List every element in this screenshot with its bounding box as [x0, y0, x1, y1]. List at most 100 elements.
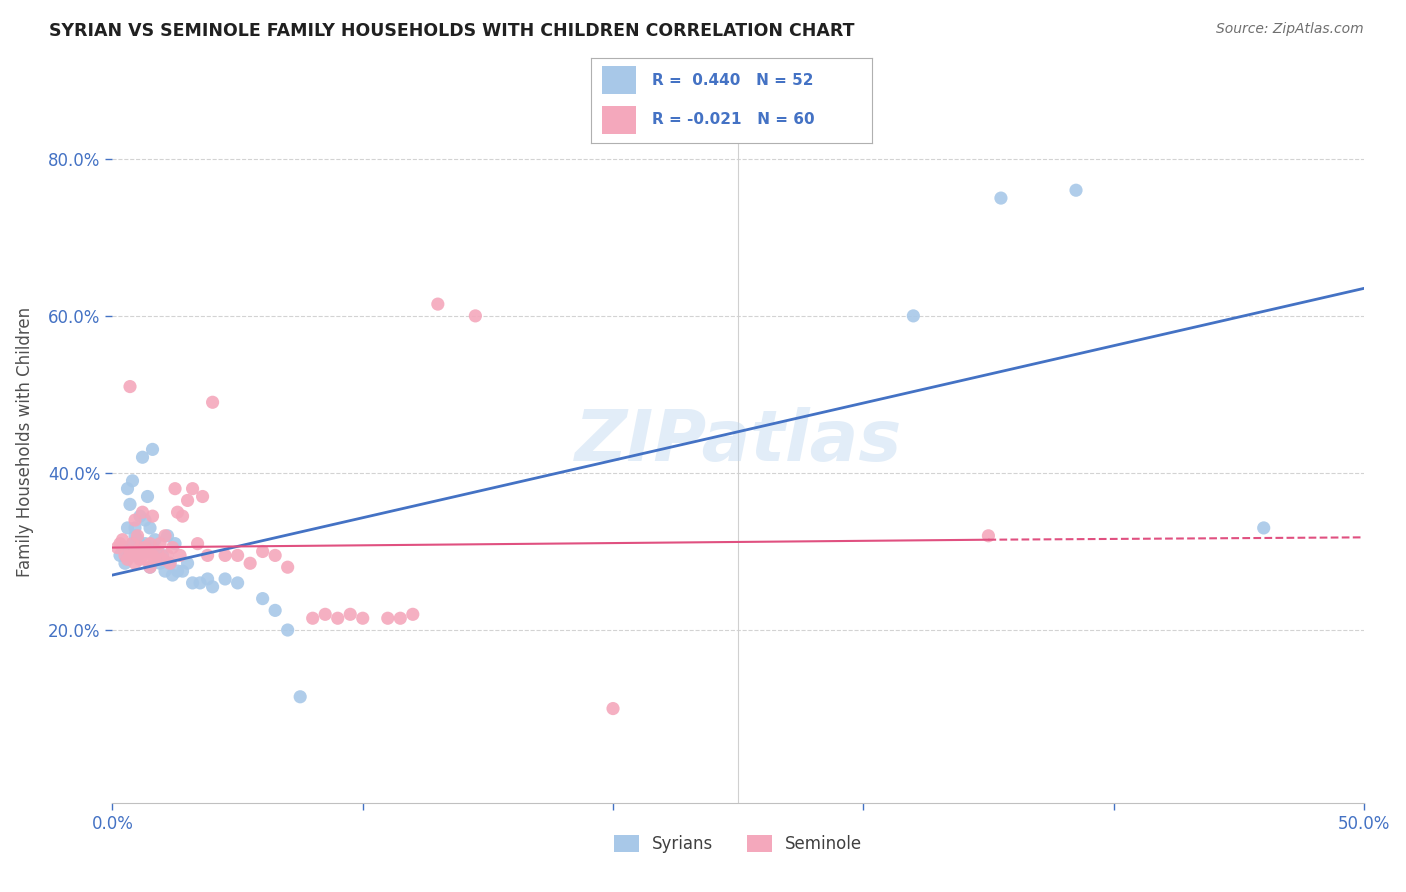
Point [136, 544, 159, 558]
Text: Source: ZipAtlas.com: Source: ZipAtlas.com [1216, 22, 1364, 37]
Y-axis label: Family Households with Children: Family Households with Children [17, 307, 34, 576]
Point [163, 482, 186, 496]
Point [143, 533, 166, 547]
Point [143, 552, 166, 566]
Point [197, 549, 219, 563]
Point [108, 536, 131, 550]
Point [152, 549, 174, 563]
Point [146, 549, 169, 563]
Point [134, 536, 156, 550]
Point [172, 509, 194, 524]
Text: R = -0.021   N = 60: R = -0.021 N = 60 [652, 112, 815, 127]
Point [118, 497, 141, 511]
Point [127, 541, 149, 555]
Point [141, 544, 163, 558]
Point [136, 544, 159, 558]
Point [134, 541, 156, 555]
Point [169, 549, 191, 563]
Point [134, 513, 156, 527]
Point [111, 541, 134, 555]
Point [264, 603, 287, 617]
Point [214, 572, 236, 586]
Point [1253, 521, 1275, 535]
Point [181, 575, 204, 590]
Point [129, 541, 152, 555]
Point [121, 536, 143, 550]
Point [339, 607, 361, 622]
Point [464, 309, 486, 323]
Point [226, 549, 249, 563]
Point [191, 490, 214, 504]
Point [172, 564, 194, 578]
Point [124, 556, 146, 570]
Point [108, 549, 131, 563]
Legend: Syrians, Seminole: Syrians, Seminole [607, 828, 869, 860]
Point [114, 549, 136, 563]
Point [124, 529, 146, 543]
Point [129, 536, 152, 550]
Point [149, 556, 172, 570]
Point [402, 607, 425, 622]
Point [131, 544, 153, 558]
Point [118, 544, 141, 558]
Point [129, 509, 152, 524]
Point [156, 549, 179, 563]
Point [176, 556, 198, 570]
Point [389, 611, 412, 625]
Point [153, 564, 176, 578]
Point [239, 556, 262, 570]
Point [149, 536, 172, 550]
Point [131, 505, 153, 519]
Point [136, 490, 159, 504]
Point [117, 482, 139, 496]
Point [124, 521, 146, 535]
Point [141, 442, 163, 457]
Point [166, 564, 188, 578]
Point [252, 544, 274, 558]
Point [990, 191, 1012, 205]
Point [201, 395, 224, 409]
Point [181, 482, 204, 496]
Point [162, 541, 184, 555]
Point [201, 580, 224, 594]
Point [1064, 183, 1087, 197]
FancyBboxPatch shape [602, 106, 636, 134]
Point [129, 552, 152, 566]
Point [107, 541, 129, 555]
Point [277, 560, 299, 574]
Point [124, 513, 146, 527]
Point [117, 552, 139, 566]
Point [977, 529, 1000, 543]
Point [146, 544, 169, 558]
Text: SYRIAN VS SEMINOLE FAMILY HOUSEHOLDS WITH CHILDREN CORRELATION CHART: SYRIAN VS SEMINOLE FAMILY HOUSEHOLDS WIT… [49, 22, 855, 40]
Point [139, 560, 162, 574]
Point [426, 297, 449, 311]
Point [326, 611, 349, 625]
Text: R =  0.440   N = 52: R = 0.440 N = 52 [652, 73, 814, 88]
Point [290, 690, 312, 704]
Point [197, 572, 219, 586]
Point [131, 549, 153, 563]
Point [352, 611, 374, 625]
Point [118, 544, 141, 558]
Point [121, 536, 143, 550]
Point [131, 450, 153, 465]
Point [159, 556, 181, 570]
Point [127, 533, 149, 547]
Point [127, 549, 149, 563]
Point [121, 474, 143, 488]
Point [162, 568, 184, 582]
Point [117, 521, 139, 535]
Point [602, 701, 624, 715]
Point [127, 529, 149, 543]
Point [153, 529, 176, 543]
Point [139, 560, 162, 574]
Point [226, 575, 249, 590]
Point [903, 309, 925, 323]
Point [252, 591, 274, 606]
Point [111, 533, 134, 547]
Point [152, 552, 174, 566]
Point [301, 611, 323, 625]
Point [166, 505, 188, 519]
Point [121, 549, 143, 563]
